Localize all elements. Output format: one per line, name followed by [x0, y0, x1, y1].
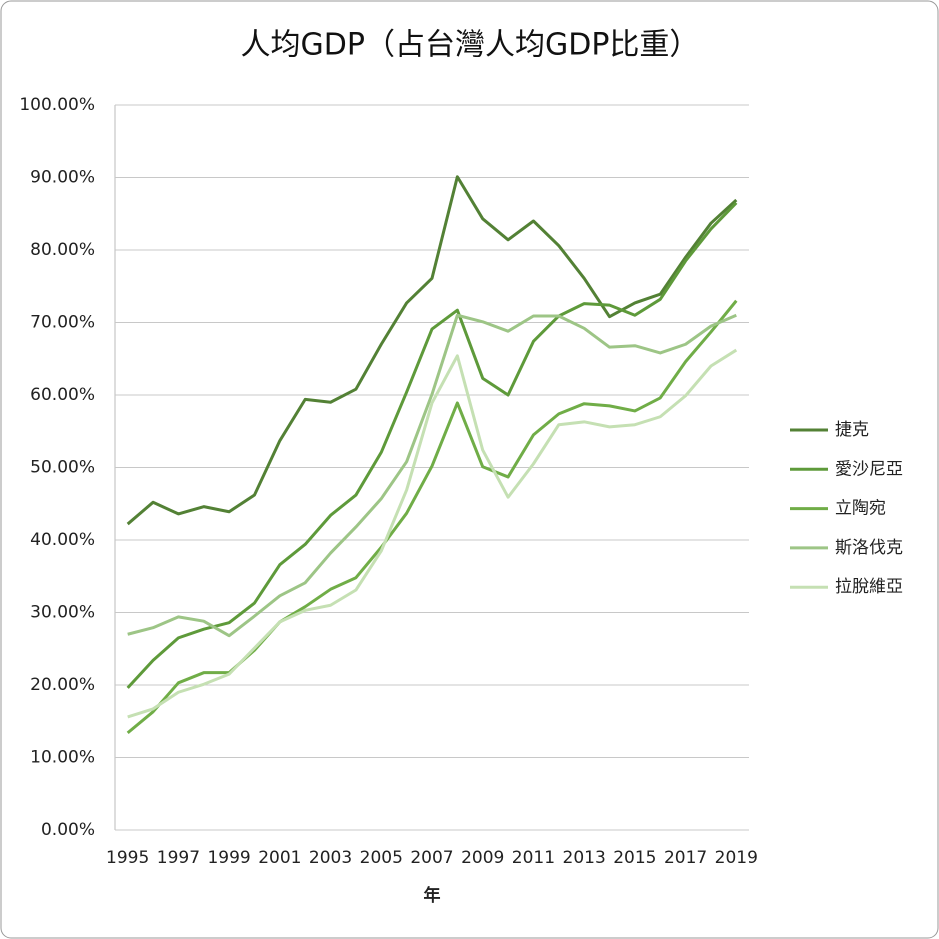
x-tick-label: 2003 [309, 848, 352, 868]
data-line [126, 175, 738, 526]
y-tick-label: 40.00% [30, 530, 95, 550]
y-tick-label: 70.00% [30, 313, 95, 333]
data-line [127, 348, 738, 719]
y-tick-label: 60.00% [30, 385, 95, 405]
x-tick-label: 2017 [664, 848, 707, 868]
x-axis-label: 年 [424, 885, 441, 906]
x-tick-label: 2015 [613, 848, 656, 868]
y-tick-label: 80.00% [30, 240, 95, 260]
data-line [126, 201, 738, 689]
y-tick-label: 90.00% [30, 168, 95, 188]
data-line [127, 313, 737, 638]
y-tick-label: 30.00% [30, 603, 95, 623]
y-tick-label: 0.00% [41, 820, 95, 840]
chart-title: 人均GDP（占台灣人均GDP比重） [241, 28, 700, 63]
x-tick-label: 2019 [715, 848, 758, 868]
x-tick-label: 2005 [360, 848, 403, 868]
legend-label: 拉脫維亞 [835, 577, 903, 597]
x-tick-label: 2001 [258, 848, 301, 868]
x-tick-label: 2007 [410, 848, 453, 868]
x-tick-label: 1997 [157, 848, 200, 868]
x-tick-label: 2011 [512, 848, 555, 868]
y-tick-label: 20.00% [30, 675, 95, 695]
x-tick-label: 1995 [106, 848, 149, 868]
legend-label: 立陶宛 [835, 499, 886, 519]
legend-label: 愛沙尼亞 [835, 459, 903, 479]
x-tick-label: 1999 [207, 848, 250, 868]
x-tick-label: 2013 [563, 848, 606, 868]
legend-label: 捷克 [835, 420, 869, 440]
y-tick-label: 100.00% [19, 95, 95, 115]
y-tick-label: 50.00% [30, 458, 95, 478]
y-tick-label: 10.00% [30, 748, 95, 768]
x-tick-label: 2009 [461, 848, 504, 868]
legend-label: 斯洛伐克 [835, 538, 903, 558]
